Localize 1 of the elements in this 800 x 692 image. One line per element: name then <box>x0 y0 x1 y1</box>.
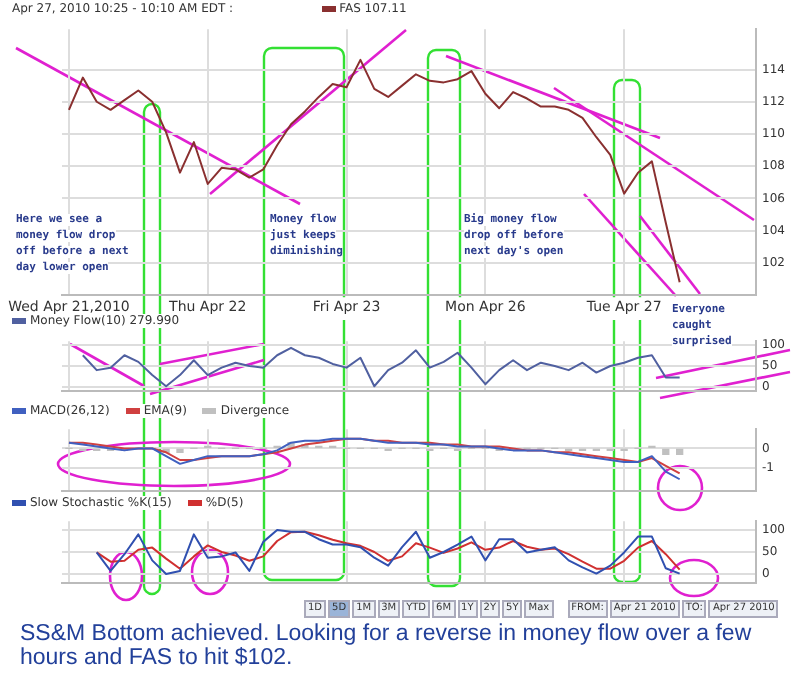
text: SS&M Bottom achieved. Looking for a reverse in money flow over a few hours and FAS to hit $102. <box>20 622 754 670</box>
